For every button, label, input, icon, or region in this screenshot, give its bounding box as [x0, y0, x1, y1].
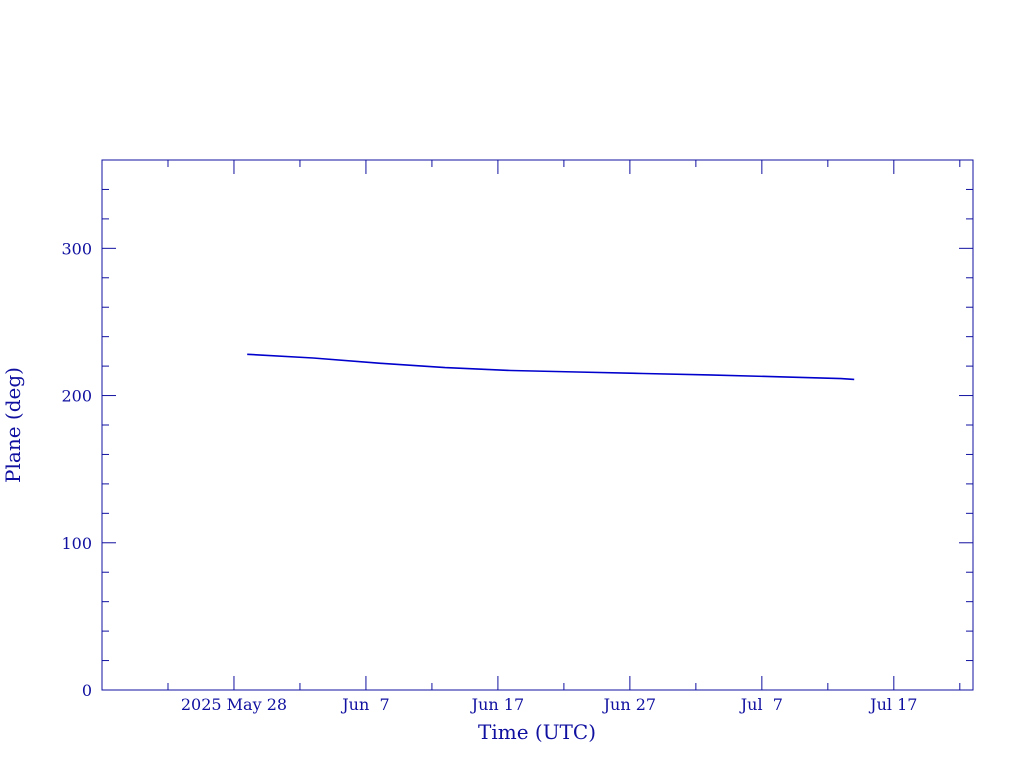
x-axis-title: Time (UTC): [478, 720, 596, 744]
x-tick-label: Jun 27: [602, 695, 656, 714]
y-axis-title: Plane (deg): [1, 367, 25, 483]
x-ticks: 2025 May 28 Jun 7 Jun 17 Jun 27 Jul 7 Jul 17: [181, 160, 917, 714]
x-tick-label: Jul 17: [868, 695, 917, 714]
x-tick-label: Jul 7: [739, 695, 783, 714]
y-ticks: 0 100 200 300: [61, 239, 973, 700]
x-tick-label: Jun 17: [470, 695, 524, 714]
series-layer: [247, 353, 855, 381]
y-tick-label: 100: [61, 534, 92, 553]
plot-frame: [101, 159, 974, 691]
x-tick-label: 2025 May 28: [181, 695, 287, 714]
y-tick-label: 300: [61, 239, 92, 258]
x-tick-label: Jun 7: [340, 695, 389, 714]
series-line: [247, 353, 855, 381]
y-tick-label: 0: [82, 681, 92, 700]
y-tick-label: 200: [61, 387, 92, 406]
minor-ticks: [102, 160, 973, 690]
